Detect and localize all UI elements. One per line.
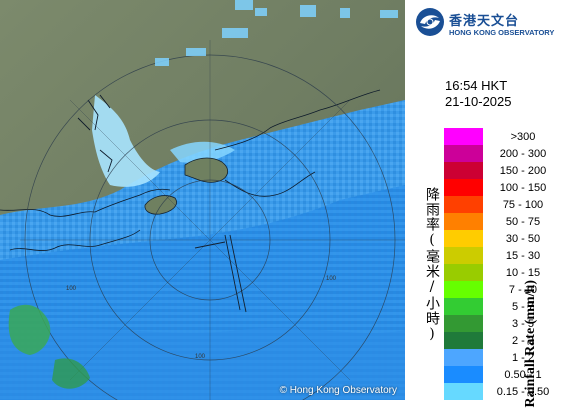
logo-name-en: HONG KONG OBSERVATORY — [449, 28, 555, 37]
legend-swatch — [444, 366, 483, 383]
legend-row: 100 - 150 — [444, 179, 564, 196]
legend-title-zh: 降雨率(毫米/小時) — [424, 187, 440, 343]
legend-panel: 香港天文台 HONG KONG OBSERVATORY 16:54 HKT 21… — [405, 0, 577, 408]
copyright-notice: © Hong Kong Observatory — [279, 385, 397, 396]
legend-swatch — [444, 247, 483, 264]
legend-row: 15 - 30 — [444, 247, 564, 264]
range-label-west: 100 — [66, 286, 77, 292]
timestamp: 16:54 HKT 21-10-2025 — [445, 78, 512, 110]
rainfall-legend: >300 200 - 300 150 - 200 100 - 150 75 - 100 5… — [444, 128, 564, 400]
legend-swatch — [444, 162, 483, 179]
legend-row: >300 — [444, 128, 564, 145]
legend-row: 7 - 10 — [444, 281, 564, 298]
legend-range-label: 3 - 5 — [511, 318, 534, 330]
radar-cells-north — [155, 0, 398, 66]
legend-swatch — [444, 264, 483, 281]
legend-range-label: 10 - 15 — [505, 267, 541, 279]
legend-row: 10 - 15 — [444, 264, 564, 281]
range-label-south: 100 — [195, 354, 206, 360]
legend-range-label: 200 - 300 — [499, 148, 547, 160]
legend-range-label: >300 — [510, 131, 536, 143]
legend-swatch — [444, 179, 483, 196]
estuary-light-rain — [170, 141, 235, 163]
range-spokes — [20, 40, 405, 400]
legend-swatch — [444, 145, 483, 162]
range-label-east: 100 — [326, 276, 337, 282]
legend-row: 0.50 - 1 — [444, 366, 564, 383]
legend-row: 0.15 - 0.50 — [444, 383, 564, 400]
radar-image: 100 100 100 — [0, 0, 405, 400]
river-lines — [77, 94, 113, 173]
legend-row: 30 - 50 — [444, 230, 564, 247]
legend-swatch — [444, 230, 483, 247]
legend-range-label: 0.50 - 1 — [504, 369, 542, 381]
legend-range-label: 50 - 75 — [505, 216, 541, 228]
legend-row: 200 - 300 — [444, 145, 564, 162]
radar-map: 100 100 100 © Hong Kong Observatory — [0, 0, 405, 400]
legend-row: 50 - 75 — [444, 213, 564, 230]
legend-swatch — [444, 298, 483, 315]
hko-logo: 香港天文台 HONG KONG OBSERVATORY — [415, 6, 575, 46]
legend-row: 150 - 200 — [444, 162, 564, 179]
legend-title-en-wrap: Rainfall Rate (mm/h) — [523, 280, 563, 408]
legend-row: 5 - 7 — [444, 298, 564, 315]
legend-swatch — [444, 349, 483, 366]
estuary-area — [92, 95, 160, 187]
legend-range-label: 30 - 50 — [505, 233, 541, 245]
radar-beams — [194, 234, 247, 313]
legend-range-label: 100 - 150 — [499, 182, 547, 194]
legend-range-label: 15 - 30 — [505, 250, 541, 262]
legend-range-label: 1 - 2 — [511, 352, 534, 364]
legend-range-label: 75 - 100 — [502, 199, 544, 211]
legend-range-label: 2 - 3 — [511, 335, 534, 347]
legend-swatch — [444, 128, 483, 145]
date-text: 21-10-2025 — [445, 94, 512, 109]
legend-swatch — [444, 281, 483, 298]
logo-name-zh: 香港天文台 — [449, 14, 520, 29]
legend-row: 1 - 2 — [444, 349, 564, 366]
legend-row: 75 - 100 — [444, 196, 564, 213]
legend-range-label: 7 - 10 — [508, 284, 538, 296]
legend-swatch — [444, 315, 483, 332]
legend-range-label: 150 - 200 — [499, 165, 547, 177]
hong-kong-land — [184, 157, 229, 183]
legend-range-label: 5 - 7 — [511, 301, 534, 313]
legend-row: 3 - 5 — [444, 315, 564, 332]
rain-area-bottom — [0, 327, 405, 400]
legend-swatch — [444, 383, 483, 400]
hko-emblem-icon — [416, 8, 444, 36]
rain-patch-green — [8, 304, 51, 355]
coastline — [0, 89, 381, 251]
lantau-island — [144, 195, 177, 215]
legend-title-en: Rainfall Rate (mm/h) — [523, 280, 538, 408]
legend-range-label: 0.15 - 0.50 — [496, 386, 550, 398]
legend-swatch — [444, 332, 483, 349]
time-text: 16:54 HKT — [445, 78, 508, 93]
legend-swatch — [444, 213, 483, 230]
legend-row: 2 - 3 — [444, 332, 564, 349]
legend-swatch — [444, 196, 483, 213]
rain-patch-green-2 — [52, 358, 90, 389]
